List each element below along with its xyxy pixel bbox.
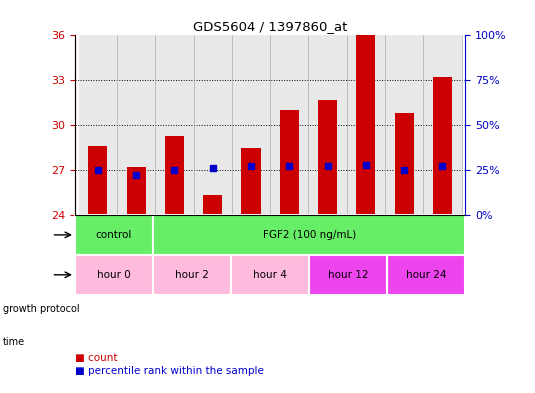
Text: FGF2 (100 ng/mL): FGF2 (100 ng/mL) (263, 230, 356, 240)
Bar (232, 35, 270, 215)
Text: time: time (3, 337, 25, 347)
Text: growth protocol: growth protocol (3, 303, 79, 314)
Text: hour 24: hour 24 (406, 270, 447, 280)
Bar (194, 35, 232, 215)
Text: hour 4: hour 4 (253, 270, 287, 280)
Bar (88, 146, 108, 215)
Bar (385, 35, 423, 215)
Bar (165, 136, 184, 215)
Bar (309, 255, 387, 295)
Bar (75, 255, 153, 295)
Bar (155, 35, 194, 215)
Bar (241, 148, 261, 215)
Bar (117, 35, 155, 215)
Bar (280, 110, 299, 215)
Text: ■ count: ■ count (75, 353, 117, 363)
Bar (127, 167, 146, 215)
Bar (270, 35, 309, 215)
Bar (75, 215, 153, 255)
Text: hour 0: hour 0 (97, 270, 131, 280)
Bar (153, 255, 231, 295)
Bar (347, 35, 385, 215)
Bar (153, 215, 465, 255)
Bar (387, 255, 465, 295)
Bar (423, 35, 462, 215)
Text: control: control (96, 230, 132, 240)
Text: hour 12: hour 12 (328, 270, 369, 280)
Bar (356, 35, 376, 215)
Bar (433, 77, 452, 215)
Bar (203, 195, 223, 215)
Bar (309, 35, 347, 215)
Bar (395, 113, 414, 215)
Bar (231, 255, 309, 295)
Text: ■ percentile rank within the sample: ■ percentile rank within the sample (75, 366, 264, 376)
Title: GDS5604 / 1397860_at: GDS5604 / 1397860_at (193, 20, 347, 33)
Text: hour 2: hour 2 (175, 270, 209, 280)
Bar (79, 35, 117, 215)
Bar (318, 100, 337, 215)
